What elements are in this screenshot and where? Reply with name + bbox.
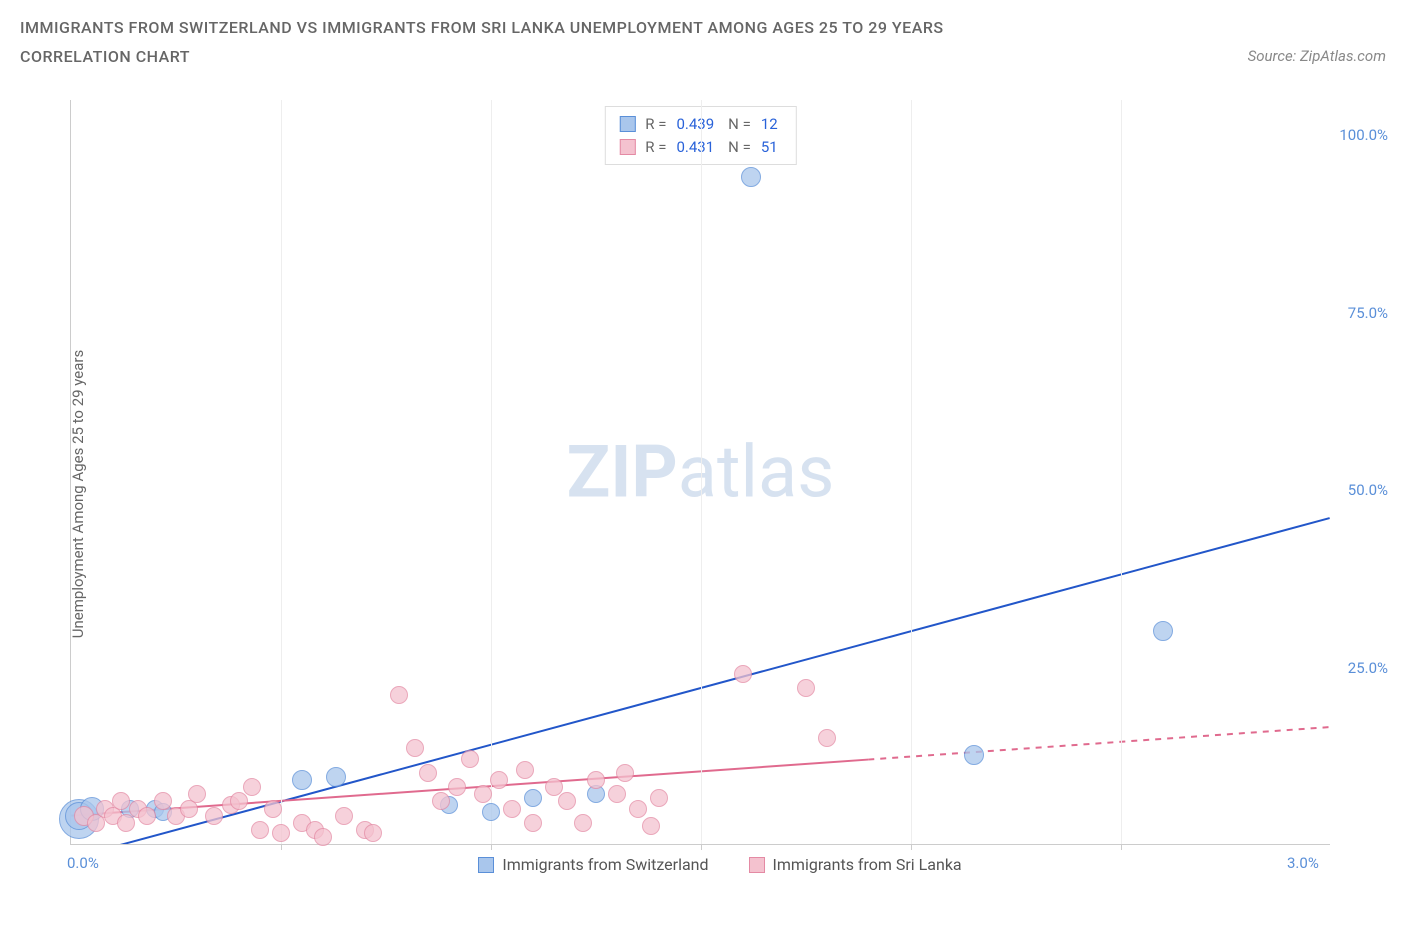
source-label: Source: ZipAtlas.com	[1248, 47, 1386, 65]
gridline	[701, 100, 702, 844]
scatter-plot: ZIPatlas R =0.439N =12R =0.431N =51 0.0%…	[70, 100, 1330, 845]
scatter-point	[482, 803, 500, 821]
scatter-point	[251, 821, 269, 839]
legend-series-item: Immigrants from Sri Lanka	[749, 855, 962, 874]
y-tick-label: 25.0%	[1348, 659, 1388, 677]
scatter-point	[734, 665, 752, 683]
chart-header: IMMIGRANTS FROM SWITZERLAND VS IMMIGRANT…	[0, 0, 1406, 66]
scatter-point	[390, 686, 408, 704]
scatter-point	[419, 764, 437, 782]
scatter-point	[264, 800, 282, 818]
scatter-point	[516, 761, 534, 779]
x-tick	[1121, 844, 1122, 850]
scatter-point	[448, 778, 466, 796]
watermark-bold: ZIP	[567, 430, 678, 515]
scatter-point	[490, 771, 508, 789]
subtitle-row: CORRELATION CHART Source: ZipAtlas.com	[20, 47, 1386, 66]
r-value: 0.431	[676, 136, 714, 159]
scatter-point	[243, 778, 261, 796]
scatter-point	[335, 807, 353, 825]
r-value: 0.439	[676, 113, 714, 136]
legend-series-label: Immigrants from Sri Lanka	[773, 855, 962, 874]
legend-swatch	[619, 116, 635, 132]
scatter-point	[574, 814, 592, 832]
scatter-point	[461, 750, 479, 768]
x-tick	[701, 844, 702, 850]
scatter-point	[616, 764, 634, 782]
n-value: 51	[761, 136, 778, 159]
gridline	[911, 100, 912, 844]
chart-subtitle: CORRELATION CHART	[20, 47, 190, 66]
legend-series-label: Immigrants from Switzerland	[502, 855, 708, 874]
scatter-point	[364, 824, 382, 842]
x-tick	[281, 844, 282, 850]
scatter-point	[474, 785, 492, 803]
r-label: R =	[645, 136, 666, 159]
scatter-point	[797, 679, 815, 697]
r-label: R =	[645, 113, 666, 136]
legend-swatch	[478, 857, 494, 873]
scatter-point	[292, 770, 312, 790]
scatter-point	[524, 814, 542, 832]
scatter-point	[642, 817, 660, 835]
n-value: 12	[761, 113, 778, 136]
x-tick	[491, 844, 492, 850]
gridline	[491, 100, 492, 844]
scatter-point	[406, 739, 424, 757]
chart-area: Unemployment Among Ages 25 to 29 years Z…	[60, 100, 1380, 870]
scatter-point	[964, 745, 984, 765]
scatter-point	[558, 792, 576, 810]
scatter-point	[432, 792, 450, 810]
y-tick-label: 100.0%	[1339, 126, 1388, 144]
legend-series: Immigrants from Switzerland Immigrants fr…	[60, 855, 1380, 874]
scatter-point	[138, 807, 156, 825]
y-tick-label: 50.0%	[1348, 481, 1388, 499]
scatter-point	[230, 792, 248, 810]
scatter-point	[503, 800, 521, 818]
scatter-point	[818, 729, 836, 747]
scatter-point	[117, 814, 135, 832]
scatter-point	[1153, 621, 1173, 641]
scatter-point	[741, 167, 761, 187]
scatter-point	[524, 789, 542, 807]
scatter-point	[205, 807, 223, 825]
legend-series-item: Immigrants from Switzerland	[478, 855, 708, 874]
scatter-point	[326, 767, 346, 787]
scatter-point	[629, 800, 647, 818]
n-label: N =	[728, 136, 751, 159]
n-label: N =	[728, 113, 751, 136]
gridline	[281, 100, 282, 844]
scatter-point	[112, 792, 130, 810]
x-tick	[911, 844, 912, 850]
y-tick-label: 75.0%	[1348, 304, 1388, 322]
chart-title: IMMIGRANTS FROM SWITZERLAND VS IMMIGRANT…	[20, 14, 1386, 43]
scatter-point	[608, 785, 626, 803]
gridline	[1121, 100, 1122, 844]
scatter-point	[272, 824, 290, 842]
scatter-point	[650, 789, 668, 807]
scatter-point	[587, 771, 605, 789]
legend-swatch	[749, 857, 765, 873]
scatter-point	[188, 785, 206, 803]
scatter-point	[314, 828, 332, 846]
legend-swatch	[619, 139, 635, 155]
